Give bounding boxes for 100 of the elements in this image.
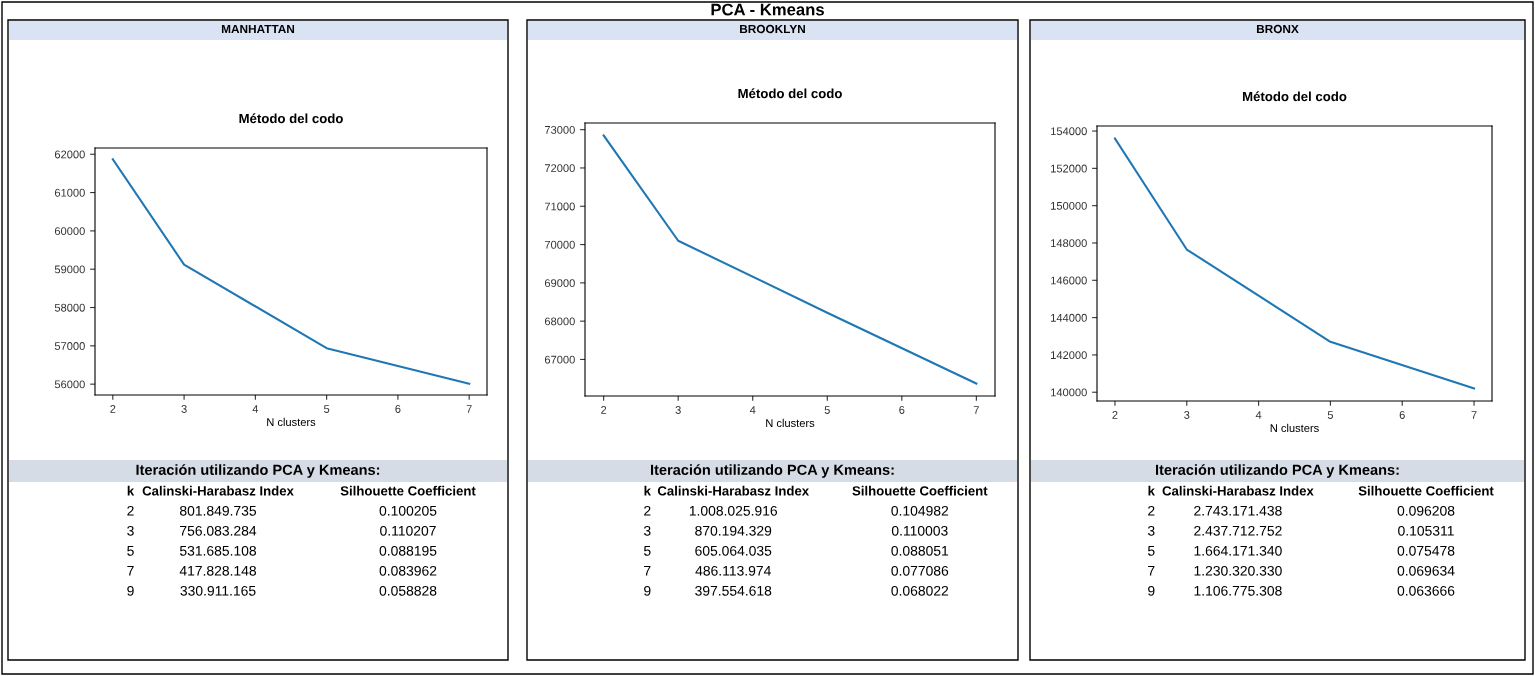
line-series: [111, 158, 471, 385]
text: 1.230.320.330: [1194, 565, 1282, 576]
x-tick-label: 2: [110, 405, 116, 413]
text: 0.083962: [379, 565, 437, 576]
y-tick-label: 67000: [544, 355, 575, 364]
text: 5: [643, 546, 651, 556]
x-tick-label: 6: [395, 405, 401, 413]
x-axis-title: N clusters: [267, 417, 316, 427]
y-tick-label: 152000: [1051, 164, 1087, 173]
text: k: [127, 485, 135, 496]
text: 531.685.108: [179, 545, 257, 556]
x-tick-label: 2: [601, 406, 607, 414]
y-tick-label: 148000: [1051, 239, 1087, 248]
y-tick-label: 154000: [1051, 127, 1087, 136]
x-tick-label: 5: [824, 406, 830, 414]
text: 0.105311: [1398, 525, 1454, 536]
text: Silhouette Coefficient: [1358, 485, 1494, 496]
text: 417.828.148: [179, 565, 257, 576]
y-tick-label: 73000: [544, 125, 575, 134]
text: 397.554.618: [695, 585, 772, 596]
text: 0.110207: [380, 525, 436, 536]
y-tick-label: 58000: [54, 303, 85, 312]
y-tick-label: 57000: [54, 342, 85, 350]
text: MANHATTAN: [221, 24, 295, 34]
text: 7: [1148, 566, 1155, 576]
line-series: [602, 134, 978, 385]
y-tick-label: 142000: [1051, 351, 1087, 360]
x-tick-label: 7: [973, 406, 979, 414]
text: 0.063666: [1397, 585, 1455, 596]
y-tick-label: 61000: [54, 188, 85, 197]
text: Iteración utilizando PCA y Kmeans:: [1155, 464, 1399, 478]
text: 5: [127, 546, 134, 556]
text: Silhouette Coefficient: [340, 485, 476, 496]
y-tick-label: 60000: [54, 227, 85, 236]
y-tick-label: 144000: [1051, 313, 1087, 322]
text: 870.194.329: [695, 525, 772, 536]
text: 5: [1147, 546, 1155, 556]
text: 3: [127, 525, 134, 536]
text: 756.083.284: [180, 525, 257, 536]
text: 0.088195: [379, 545, 437, 556]
y-tick-label: 59000: [54, 265, 85, 274]
text: Calinski-Harabasz Index: [142, 485, 294, 496]
text: 3: [1147, 525, 1155, 536]
y-tick-label: 146000: [1051, 276, 1087, 285]
text: 1.008.025.916: [689, 505, 778, 516]
x-tick-label: 6: [899, 406, 905, 414]
x-tick-label: 2: [1112, 411, 1118, 419]
text: 605.064.035: [695, 545, 772, 556]
text: 0.104982: [891, 505, 949, 516]
text: 9: [127, 585, 134, 596]
text: 9: [644, 585, 651, 596]
y-tick-label: 140000: [1051, 388, 1087, 397]
text: 9: [1148, 585, 1155, 596]
text: 0.068022: [891, 585, 949, 596]
text: PCA - Kmeans: [711, 3, 824, 16]
text: 2: [644, 505, 651, 516]
text: 486.113.974: [695, 565, 771, 576]
text: 0.096208: [1397, 505, 1455, 516]
text: 801.849.735: [179, 505, 257, 516]
text: 7: [127, 566, 134, 576]
y-tick-label: 62000: [54, 150, 85, 159]
x-tick-label: 5: [323, 405, 330, 413]
x-tick-label: 3: [675, 406, 681, 414]
chart-title: Método del codo: [1242, 91, 1347, 102]
text: 1.106.775.308: [1194, 585, 1282, 596]
y-tick-label: 71000: [544, 202, 575, 211]
text: 2: [127, 505, 134, 516]
text: 2.437.712.752: [1194, 525, 1282, 536]
chart-title: Método del codo: [239, 113, 343, 124]
text: k: [1148, 485, 1155, 496]
y-tick-label: 56000: [54, 380, 85, 389]
x-tick-label: 5: [1327, 411, 1334, 419]
text: BROOKLYN: [740, 24, 805, 34]
text: Iteración utilizando PCA y Kmeans:: [650, 464, 894, 478]
x-tick-label: 4: [252, 405, 259, 413]
text: BRONX: [1256, 24, 1299, 34]
text: Iteración utilizando PCA y Kmeans:: [136, 464, 380, 478]
text: 330.911.165: [180, 585, 256, 596]
line-series: [1113, 137, 1476, 390]
chart-title: Método del codo: [738, 88, 842, 99]
text: k: [644, 485, 651, 496]
x-tick-label: 7: [466, 405, 472, 413]
x-tick-label: 4: [1255, 411, 1262, 419]
text: 2: [1148, 505, 1155, 516]
text: 7: [644, 566, 651, 576]
text: 1.664.171.340: [1194, 545, 1282, 556]
text: 3: [643, 525, 651, 536]
x-tick-label: 3: [1184, 411, 1190, 419]
text: Silhouette Coefficient: [852, 485, 988, 496]
text: 2.743.171.438: [1194, 505, 1282, 516]
text: 0.069634: [1397, 565, 1455, 576]
x-axis-title: N clusters: [1270, 423, 1319, 433]
y-tick-label: 70000: [544, 240, 575, 249]
text: Calinski-Harabasz Index: [1162, 485, 1314, 496]
text: 0.075478: [1397, 545, 1455, 556]
x-axis-title: N clusters: [766, 418, 815, 428]
x-tick-label: 6: [1399, 411, 1405, 419]
text: 0.100205: [379, 505, 437, 516]
text: 0.088051: [891, 545, 949, 556]
y-tick-label: 69000: [544, 279, 575, 287]
